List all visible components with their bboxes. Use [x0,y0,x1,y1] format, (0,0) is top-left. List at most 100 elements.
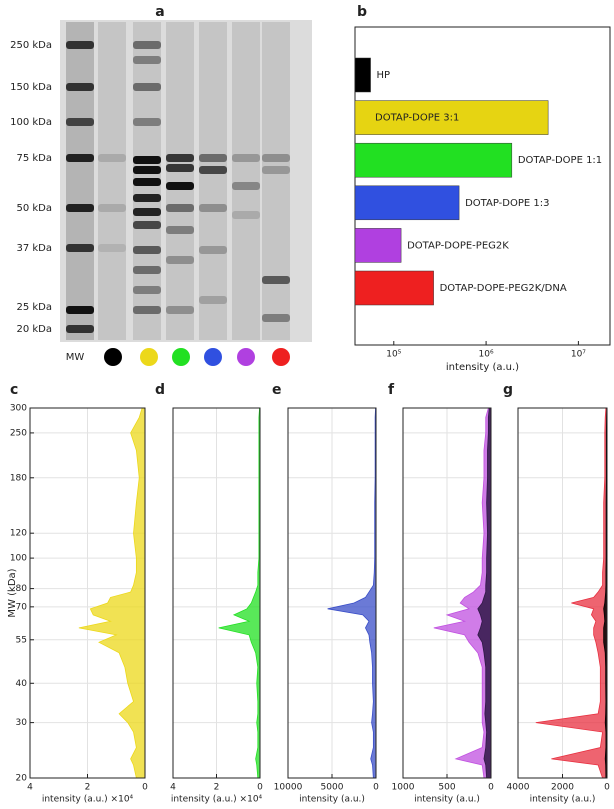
bar-label: DOTAP-DOPE-PEG2K/DNA [440,283,567,294]
mw-label: 50 kDa [16,203,52,214]
gel-band [66,118,94,126]
x-tick-label: 2 [85,783,91,793]
gel-lane [262,22,290,340]
lane-dot [237,348,255,366]
gel-band [66,325,94,333]
panel-letter: g [503,382,513,398]
x-tick-label: 0 [142,783,148,793]
gel-band [133,118,161,126]
y-tick-label: 20 [16,774,28,784]
gel-band [133,83,161,91]
mw-label: 150 kDa [10,82,52,93]
gel-band [199,246,227,254]
x-axis-label: intensity (a.u.) ×10⁴ [171,795,263,805]
profile-area [477,407,492,779]
profile-area [78,407,146,779]
gel-band [232,211,260,219]
gel-band [98,244,126,252]
profile-area [433,407,492,779]
bar [354,270,434,306]
x-tick-label: 0 [257,783,263,793]
y-tick-label: 300 [10,404,27,414]
lane-dot [140,348,158,366]
plot-frame [287,407,377,779]
plot-frame [517,407,608,779]
x-tick-label: 10000 [274,783,303,793]
mw-label: 75 kDa [16,153,52,164]
x-axis-label: intensity (a.u.) [446,362,519,373]
x-tick-label: 0 [373,783,379,793]
bar [354,142,513,178]
x-tick-label: 10⁵ [386,350,401,360]
x-tick-label: 10⁶ [479,350,494,360]
lane-dot [172,348,190,366]
gel-band [199,154,227,162]
gel-band [133,166,161,174]
plot-frame [402,407,492,779]
bar [354,100,549,135]
x-tick-label: 4 [170,783,176,793]
panel-letter: c [10,382,18,398]
gel-lane [199,22,227,340]
gel-band [166,256,194,264]
profile-area [218,407,261,779]
gel-band [133,208,161,216]
y-tick-label: 80 [16,584,28,594]
gel-band [133,178,161,186]
x-axis-label: intensity (a.u.) ×10⁴ [42,795,134,805]
profile-area [603,407,608,779]
gel-band [98,204,126,212]
gel-band [133,246,161,254]
gel-band [98,154,126,162]
gel-band [232,154,260,162]
x-tick-label: 1000 [392,783,415,793]
bar-label: DOTAP-DOPE-PEG2K [407,240,509,251]
gel-band [133,221,161,229]
bar-label: DOTAP-DOPE 1:1 [518,155,602,166]
bar-label: DOTAP-DOPE 1:3 [465,198,549,209]
x-tick-label: 0 [488,783,494,793]
plot-frame [172,407,261,779]
panel-letter: d [155,382,165,398]
x-tick-label: 10⁷ [571,350,586,360]
lane-dot [204,348,222,366]
gel-lane [66,22,94,340]
bar-label: HP [377,70,391,81]
gel-band [66,204,94,212]
gel-band [166,306,194,314]
x-tick-label: 4 [27,783,33,793]
y-tick-label: 100 [10,554,27,564]
gel-band [199,204,227,212]
gel-band [262,154,290,162]
y-tick-label: 70 [16,602,28,612]
y-tick-label: 250 [10,428,27,438]
lane-dot [272,348,290,366]
profile-area [327,407,377,779]
gel-bands [66,22,290,340]
x-tick-label: 500 [438,783,455,793]
gel-image [60,20,312,342]
x-axis-label: intensity (a.u.) [414,795,480,805]
gel-band [133,266,161,274]
gel-band [262,166,290,174]
gel-band [166,182,194,190]
mw-label: 20 kDa [16,324,52,335]
y-axis-label: MW (kDa) [7,568,18,617]
x-tick-label: 2000 [551,783,574,793]
gel-band [66,154,94,162]
gel-band [66,41,94,49]
y-tick-label: 40 [16,679,28,689]
mw-label: 37 kDa [16,243,52,254]
x-tick-label: 5000 [321,783,344,793]
gel-band [166,204,194,212]
x-tick-label: 0 [604,783,610,793]
bar-label: DOTAP-DOPE 3:1 [375,113,459,124]
gel-band [66,306,94,314]
gel-band [199,296,227,304]
gel-band [199,166,227,174]
y-tick-label: 30 [16,718,28,728]
lane-label: MW [66,352,85,363]
gel-band [232,182,260,190]
panel-letter: e [272,382,282,398]
